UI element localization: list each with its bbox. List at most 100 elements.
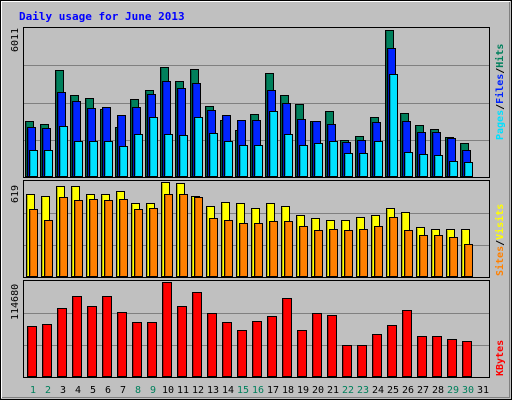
day-label-18: 18 xyxy=(282,385,294,396)
hits-bar-pages-day-13 xyxy=(209,133,218,177)
legend-files: Files xyxy=(494,74,506,104)
day-label-1: 1 xyxy=(30,385,36,396)
kbytes-legend: KBytes xyxy=(495,340,506,376)
kbytes-bar-kbytes-day-17 xyxy=(267,316,277,377)
visits-bar-sites-day-3 xyxy=(59,197,68,277)
visits-bar-sites-day-18 xyxy=(284,221,293,277)
visits-bar-sites-day-1 xyxy=(29,209,38,277)
kbytes-bar-kbytes-day-27 xyxy=(417,336,427,377)
kbytes-bar-kbytes-day-26 xyxy=(402,310,412,377)
visits-bar-sites-day-4 xyxy=(74,200,83,277)
hits-bar-pages-day-12 xyxy=(194,117,203,177)
day-label-9: 9 xyxy=(150,385,156,396)
kbytes-bar-kbytes-day-28 xyxy=(432,336,442,377)
hits-bar-pages-day-10 xyxy=(164,134,173,177)
hits-bars xyxy=(25,30,473,177)
kbytes-ymax-label: 114680 xyxy=(10,284,21,320)
kbytes-bar-kbytes-day-7 xyxy=(117,312,127,377)
day-label-8: 8 xyxy=(135,385,141,396)
day-label-23: 23 xyxy=(357,385,369,396)
visits-bar-sites-day-9 xyxy=(149,208,158,277)
hits-ymax-label: 6011 xyxy=(10,28,21,52)
hits-bar-pages-day-14 xyxy=(224,141,233,177)
kbytes-bar-kbytes-day-21 xyxy=(327,315,337,377)
hits-bar-pages-day-25 xyxy=(389,74,398,177)
hits-bar-pages-day-30 xyxy=(464,162,473,177)
day-label-12: 12 xyxy=(192,385,204,396)
visits-bar-sites-day-12 xyxy=(194,197,203,277)
day-label-27: 27 xyxy=(417,385,429,396)
visits-bar-sites-day-28 xyxy=(434,235,443,277)
kbytes-bar-kbytes-day-13 xyxy=(207,313,217,377)
day-label-11: 11 xyxy=(177,385,189,396)
day-label-25: 25 xyxy=(387,385,399,396)
chart-title: Daily usage for June 2013 xyxy=(19,10,185,23)
kbytes-bar-kbytes-day-22 xyxy=(342,345,352,377)
kbytes-bar-kbytes-day-24 xyxy=(372,334,382,377)
visits-bar-sites-day-17 xyxy=(269,221,278,277)
kbytes-bar-kbytes-day-6 xyxy=(102,296,112,377)
kbytes-bar-kbytes-day-20 xyxy=(312,313,322,377)
visits-bar-sites-day-24 xyxy=(374,226,383,277)
visits-bar-sites-day-5 xyxy=(89,199,98,277)
hits-bar-pages-day-5 xyxy=(89,141,98,177)
day-label-5: 5 xyxy=(90,385,96,396)
day-label-28: 28 xyxy=(432,385,444,396)
legend-hits: Hits xyxy=(494,44,506,68)
visits-bar-sites-day-15 xyxy=(239,223,248,277)
visits-bar-sites-day-8 xyxy=(134,209,143,277)
day-label-26: 26 xyxy=(402,385,414,396)
hits-bar-pages-day-27 xyxy=(419,154,428,177)
visits-bar-sites-day-19 xyxy=(299,226,308,277)
day-label-16: 16 xyxy=(252,385,264,396)
visits-ymax-label: 619 xyxy=(10,185,21,203)
hits-bar-pages-day-24 xyxy=(374,141,383,177)
visits-bar-sites-day-30 xyxy=(464,244,473,277)
legend-sep-2: / xyxy=(495,68,506,74)
hits-bar-pages-day-16 xyxy=(254,145,263,177)
visits-bar-sites-day-29 xyxy=(449,237,458,277)
day-label-6: 6 xyxy=(105,385,111,396)
legend-sep-1: / xyxy=(495,104,506,110)
hits-legend: Pages/Files/Hits xyxy=(494,44,506,140)
day-label-30: 30 xyxy=(462,385,474,396)
day-label-19: 19 xyxy=(297,385,309,396)
day-label-13: 13 xyxy=(207,385,219,396)
day-labels: 1 2 3 4 5 6 7 8 9 10 11 12 13 14 15 16 17 18 19 20 21 22 23 24 2… xyxy=(30,385,489,396)
hits-bar-pages-day-21 xyxy=(329,141,338,177)
kbytes-bar-kbytes-day-8 xyxy=(132,322,142,377)
hits-bar-pages-day-4 xyxy=(74,141,83,177)
visits-bar-sites-day-21 xyxy=(329,229,338,277)
visits-bar-sites-day-23 xyxy=(359,229,368,277)
hits-bar-pages-day-20 xyxy=(314,143,323,177)
day-label-29: 29 xyxy=(447,385,459,396)
day-label-14: 14 xyxy=(222,385,234,396)
hits-bar-pages-day-11 xyxy=(179,135,188,177)
hits-bar-pages-day-9 xyxy=(149,117,158,177)
kbytes-bar-kbytes-day-25 xyxy=(387,325,397,377)
kbytes-bar-kbytes-day-3 xyxy=(57,308,67,377)
hits-bar-pages-day-19 xyxy=(299,145,308,177)
day-label-15: 15 xyxy=(237,385,249,396)
visits-bar-sites-day-11 xyxy=(179,194,188,277)
visits-bar-sites-day-6 xyxy=(104,200,113,277)
hits-bar-pages-day-1 xyxy=(29,150,38,177)
hits-bar-pages-day-2 xyxy=(44,150,53,177)
visits-bar-sites-day-26 xyxy=(404,230,413,277)
hits-bar-pages-day-23 xyxy=(359,153,368,177)
kbytes-bar-kbytes-day-11 xyxy=(177,306,187,377)
kbytes-bar-kbytes-day-14 xyxy=(222,322,232,377)
day-label-31: 31 xyxy=(477,385,489,396)
visits-bar-sites-day-20 xyxy=(314,230,323,277)
hits-bar-pages-day-7 xyxy=(119,146,128,177)
hits-bar-pages-day-6 xyxy=(104,141,113,177)
kbytes-bar-kbytes-day-9 xyxy=(147,322,157,377)
day-label-17: 17 xyxy=(267,385,279,396)
kbytes-bar-kbytes-day-10 xyxy=(162,282,172,377)
hits-bar-pages-day-18 xyxy=(284,134,293,177)
day-label-2: 2 xyxy=(45,385,51,396)
day-label-3: 3 xyxy=(60,385,66,396)
kbytes-bar-kbytes-day-30 xyxy=(462,341,472,377)
